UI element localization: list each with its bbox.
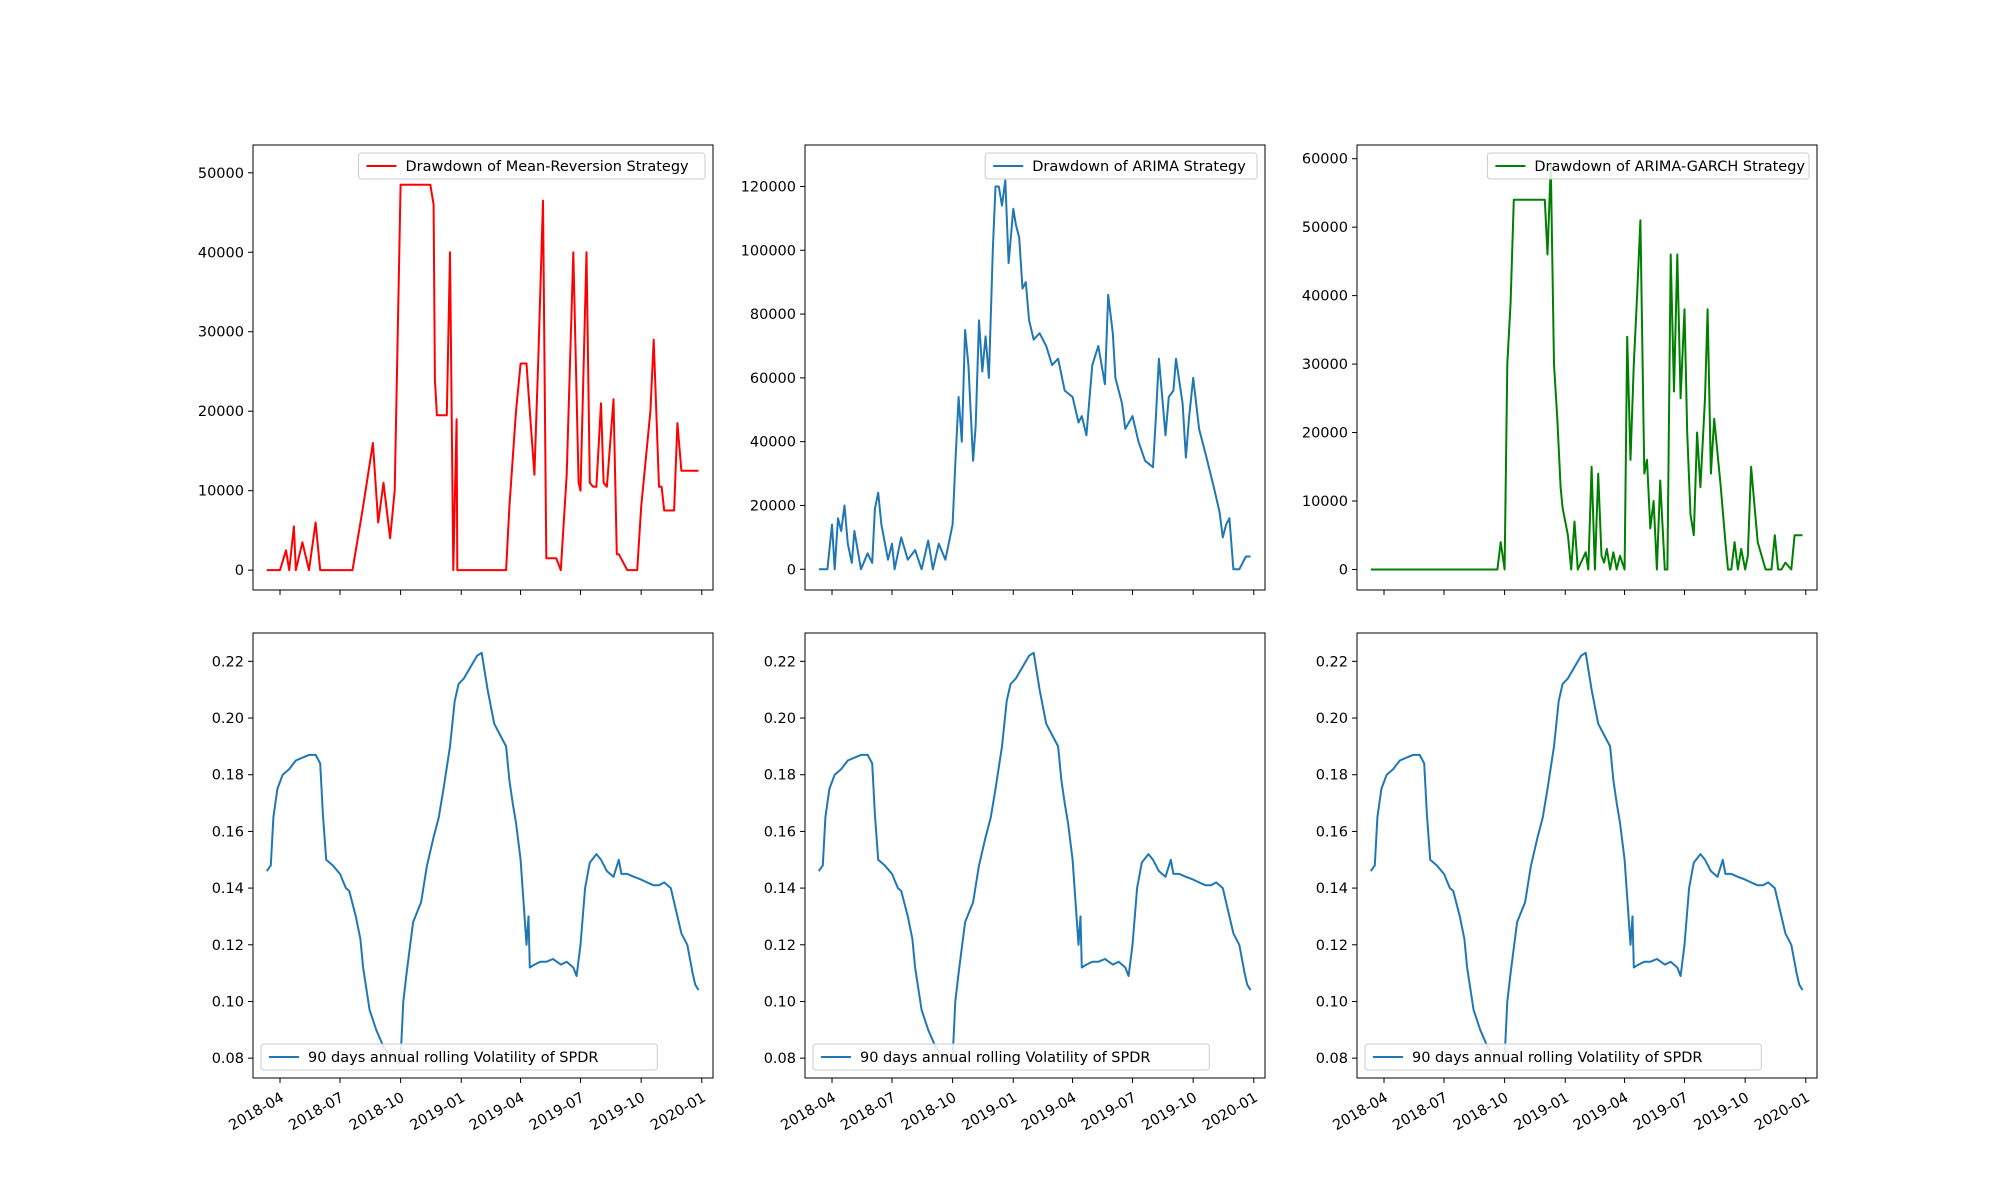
- subplot-3: 0 10000 20000 30000 40000 50000 60000 Drawdown …: [1302, 144, 1818, 595]
- legend-box: [358, 152, 706, 180]
- y-tick-label: 100000: [741, 243, 796, 259]
- legend: 90 days annual rolling Volatility of SPD…: [812, 1043, 1210, 1071]
- legend-label: Drawdown of ARIMA-GARCH Strategy: [1534, 159, 1805, 175]
- y-tick-label: 30000: [1302, 357, 1348, 373]
- axes-frame: [804, 144, 1266, 591]
- legend-label: 90 days annual rolling Volatility of SPD…: [308, 1050, 598, 1066]
- y-tick-label: 20000: [750, 498, 796, 514]
- series-line: [1369, 651, 1804, 1065]
- series-line: [1370, 164, 1803, 571]
- legend-label: 90 days annual rolling Volatility of SPD…: [860, 1050, 1150, 1066]
- y-tick-label: 0.16: [212, 824, 244, 840]
- legend-box: [984, 152, 1258, 180]
- y-tick-label: 0.18: [212, 768, 244, 784]
- y-tick-label: 0: [1339, 562, 1348, 578]
- y-tick-label: 50000: [1302, 220, 1348, 236]
- axes-frame: [252, 632, 714, 1079]
- y-tick-label: 0.16: [1316, 824, 1348, 840]
- y-tick-label: 50000: [198, 166, 244, 182]
- y-tick-label: 40000: [1302, 289, 1348, 305]
- y-tick-label: 60000: [1302, 152, 1348, 168]
- y-tick-label: 0.22: [764, 654, 796, 670]
- y-tick-label: 0.12: [1316, 938, 1348, 954]
- legend: Drawdown of Mean-Reversion Strategy: [358, 152, 706, 180]
- subplot-1: 0 10000 20000 30000 40000 50000 Drawdown of Me…: [198, 144, 714, 595]
- y-tick-label: 60000: [750, 371, 796, 387]
- series-line: [266, 183, 699, 572]
- y-tick-label: 0.14: [212, 881, 244, 897]
- series-line: [818, 179, 1251, 571]
- y-tick-label: 20000: [198, 404, 244, 420]
- y-tick-label: 80000: [750, 307, 796, 323]
- legend-box: [812, 1043, 1210, 1071]
- axes-frame: [252, 144, 714, 591]
- y-tick-label: 40000: [198, 245, 244, 261]
- y-tick-label: 0.22: [212, 654, 244, 670]
- y-tick-label: 20000: [1302, 426, 1348, 442]
- legend-label: Drawdown of ARIMA Strategy: [1032, 159, 1246, 175]
- y-tick-label: 0.18: [1316, 768, 1348, 784]
- y-tick-label: 0.22: [1316, 654, 1348, 670]
- y-tick-label: 10000: [1302, 494, 1348, 510]
- y-tick-label: 0: [787, 562, 796, 578]
- y-tick-label: 0.10: [1316, 994, 1348, 1010]
- y-tick-label: 0.18: [764, 768, 796, 784]
- series-line: [265, 651, 700, 1065]
- axes-frame: [1356, 144, 1818, 591]
- y-tick-label: 0.08: [212, 1051, 244, 1067]
- y-tick-label: 40000: [750, 435, 796, 451]
- y-tick-label: 0.20: [764, 711, 796, 727]
- y-tick-label: 0.14: [1316, 881, 1348, 897]
- y-tick-label: 0.08: [764, 1051, 796, 1067]
- y-tick-label: 0: [235, 563, 244, 579]
- y-tick-label: 0.20: [212, 711, 244, 727]
- axes-frame: [804, 632, 1266, 1079]
- y-tick-label: 0.20: [1316, 711, 1348, 727]
- legend: 90 days annual rolling Volatility of SPD…: [260, 1043, 658, 1071]
- y-tick-label: 0.12: [212, 938, 244, 954]
- y-tick-label: 120000: [741, 179, 796, 195]
- legend: 90 days annual rolling Volatility of SPD…: [1364, 1043, 1762, 1071]
- y-tick-label: 10000: [198, 484, 244, 500]
- y-tick-label: 0.16: [764, 824, 796, 840]
- legend-label: Drawdown of Mean-Reversion Strategy: [406, 159, 690, 175]
- legend: Drawdown of ARIMA-GARCH Strategy: [1486, 152, 1810, 180]
- y-tick-label: 0.14: [764, 881, 796, 897]
- legend-box: [1364, 1043, 1762, 1071]
- y-tick-label: 30000: [198, 325, 244, 341]
- axes-frame: [1356, 632, 1818, 1079]
- y-tick-label: 0.10: [764, 994, 796, 1010]
- legend-label: 90 days annual rolling Volatility of SPD…: [1412, 1050, 1702, 1066]
- subplot-2: 0 20000 40000 60000 80000 100000 120000 Drawdow…: [741, 144, 1266, 595]
- y-tick-label: 0.10: [212, 994, 244, 1010]
- y-tick-label: 0.08: [1316, 1051, 1348, 1067]
- legend-box: [1486, 152, 1810, 180]
- legend-box: [260, 1043, 658, 1071]
- legend: Drawdown of ARIMA Strategy: [984, 152, 1258, 180]
- y-tick-label: 0.12: [764, 938, 796, 954]
- series-line: [817, 651, 1252, 1065]
